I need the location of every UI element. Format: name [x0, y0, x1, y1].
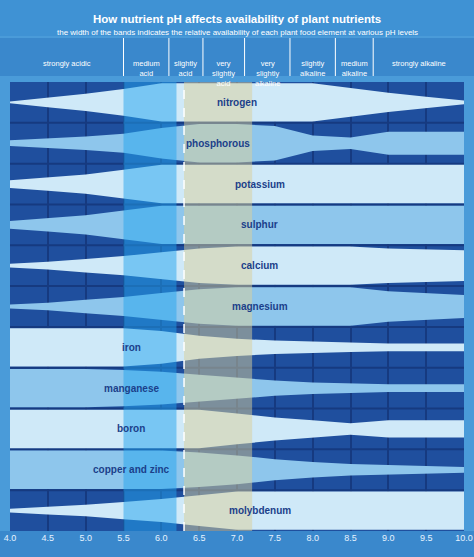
svg-text:phosphorous: phosphorous	[186, 138, 250, 149]
svg-text:10.0: 10.0	[455, 533, 473, 543]
svg-text:veryslightlyacid: veryslightlyacid	[212, 59, 235, 88]
svg-text:How nutrient pH affects availa: How nutrient pH affects availability of …	[93, 13, 381, 25]
svg-text:4.5: 4.5	[42, 533, 55, 543]
svg-text:nitrogen: nitrogen	[217, 97, 257, 108]
svg-text:the width of the bands indicat: the width of the bands indicates the rel…	[57, 28, 418, 37]
svg-text:8.0: 8.0	[306, 533, 319, 543]
svg-text:strongly alkaline: strongly alkaline	[392, 59, 446, 68]
svg-text:9.0: 9.0	[382, 533, 395, 543]
svg-text:copper and zinc: copper and zinc	[93, 464, 170, 475]
svg-text:boron: boron	[117, 423, 145, 434]
svg-text:calcium: calcium	[241, 260, 278, 271]
svg-text:6.0: 6.0	[155, 533, 168, 543]
svg-text:mediumacid: mediumacid	[133, 59, 160, 78]
svg-text:slightlyacid: slightlyacid	[174, 59, 197, 78]
svg-text:molybdenum: molybdenum	[229, 505, 291, 516]
svg-text:sulphur: sulphur	[241, 219, 278, 230]
svg-text:5.0: 5.0	[79, 533, 92, 543]
svg-text:slightlyalkaline: slightlyalkaline	[300, 59, 325, 78]
svg-text:manganese: manganese	[104, 383, 159, 394]
svg-text:4.0: 4.0	[4, 533, 17, 543]
svg-text:potassium: potassium	[235, 179, 285, 190]
svg-text:magnesium: magnesium	[232, 301, 288, 312]
svg-text:mediumalkaline: mediumalkaline	[341, 59, 368, 78]
svg-text:7.0: 7.0	[231, 533, 244, 543]
svg-text:6.5: 6.5	[193, 533, 206, 543]
svg-text:7.5: 7.5	[269, 533, 282, 543]
svg-text:5.5: 5.5	[117, 533, 130, 543]
svg-text:iron: iron	[122, 342, 141, 353]
svg-text:veryslightlyalkaline: veryslightlyalkaline	[255, 59, 280, 88]
svg-text:strongly acidic: strongly acidic	[43, 59, 91, 68]
svg-text:9.5: 9.5	[420, 533, 433, 543]
svg-text:8.5: 8.5	[344, 533, 357, 543]
